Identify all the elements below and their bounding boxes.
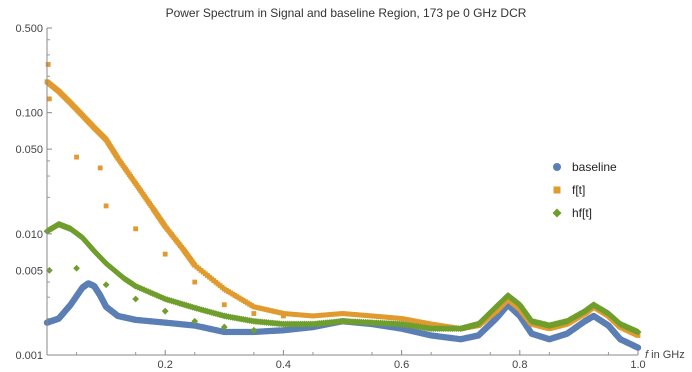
outlier-point-hf-t [102, 281, 110, 289]
outlier-point-f-t [192, 279, 198, 285]
legend-item-hf-t: hf[t] [552, 206, 592, 220]
outlier-point-hf-t [191, 317, 199, 325]
outlier-point-f-t [221, 302, 227, 308]
outlier-point-f-t [162, 251, 168, 257]
plot-area [43, 62, 642, 351]
outlier-point-hf-t [161, 307, 169, 315]
axes: 0.2 0.4 0.6 0.8 1.0 0.001 0.005 0.010 0.050 0.100… [15, 23, 645, 371]
chart-title: Power Spectrum in Signal and baseline Re… [166, 6, 527, 20]
y-tick-label: 0.005 [15, 265, 43, 277]
y-tick-label: 0.001 [15, 350, 43, 362]
outlier-point-f-t [97, 165, 103, 171]
x-tick-label: 0.4 [276, 359, 291, 371]
legend: baseline f[t] hf[t] [552, 160, 617, 220]
outlier-point-f-t [46, 96, 52, 102]
outlier-point-hf-t [220, 323, 228, 331]
x-tick-label: 0.8 [512, 359, 527, 371]
point-hf-t [634, 328, 642, 336]
series-hf-t [43, 220, 642, 336]
outlier-point-f-t [74, 154, 79, 160]
legend-marker-f-t [553, 186, 561, 194]
legend-label-f-t: f[t] [572, 183, 585, 197]
outlier-point-f-t [133, 226, 139, 232]
legend-label-baseline: baseline [572, 160, 617, 174]
outlier-point-hf-t [250, 326, 258, 334]
legend-marker-baseline [553, 163, 561, 171]
x-axis-label-unit: in GHz [648, 349, 685, 361]
outlier-point-hf-t [73, 264, 80, 272]
legend-label-hf-t: hf[t] [572, 206, 592, 220]
x-axis-label-symbol: f [645, 349, 649, 361]
point-f-t [635, 333, 641, 338]
x-axis-label: f in GHz [645, 349, 685, 361]
outlier-point-f-t [281, 313, 286, 319]
x-tick-label: 1.0 [630, 359, 645, 371]
y-tick-label: 0.010 [15, 229, 43, 241]
series-f-t [44, 62, 641, 338]
legend-item-baseline: baseline [553, 160, 617, 174]
y-tick-label: 0.500 [15, 23, 43, 35]
x-tick-label: 0.6 [394, 359, 409, 371]
point-baseline [634, 344, 642, 351]
outlier-point-hf-t [132, 295, 140, 303]
y-tick-label: 0.050 [15, 144, 43, 156]
outlier-point-f-t [45, 62, 51, 67]
legend-item-f-t: f[t] [553, 183, 585, 197]
outlier-point-f-t [103, 203, 109, 209]
y-tick-label: 0.100 [15, 108, 43, 120]
outlier-point-f-t [251, 311, 257, 316]
x-tick-label: 0.2 [158, 359, 173, 371]
legend-marker-hf-t [552, 208, 562, 218]
